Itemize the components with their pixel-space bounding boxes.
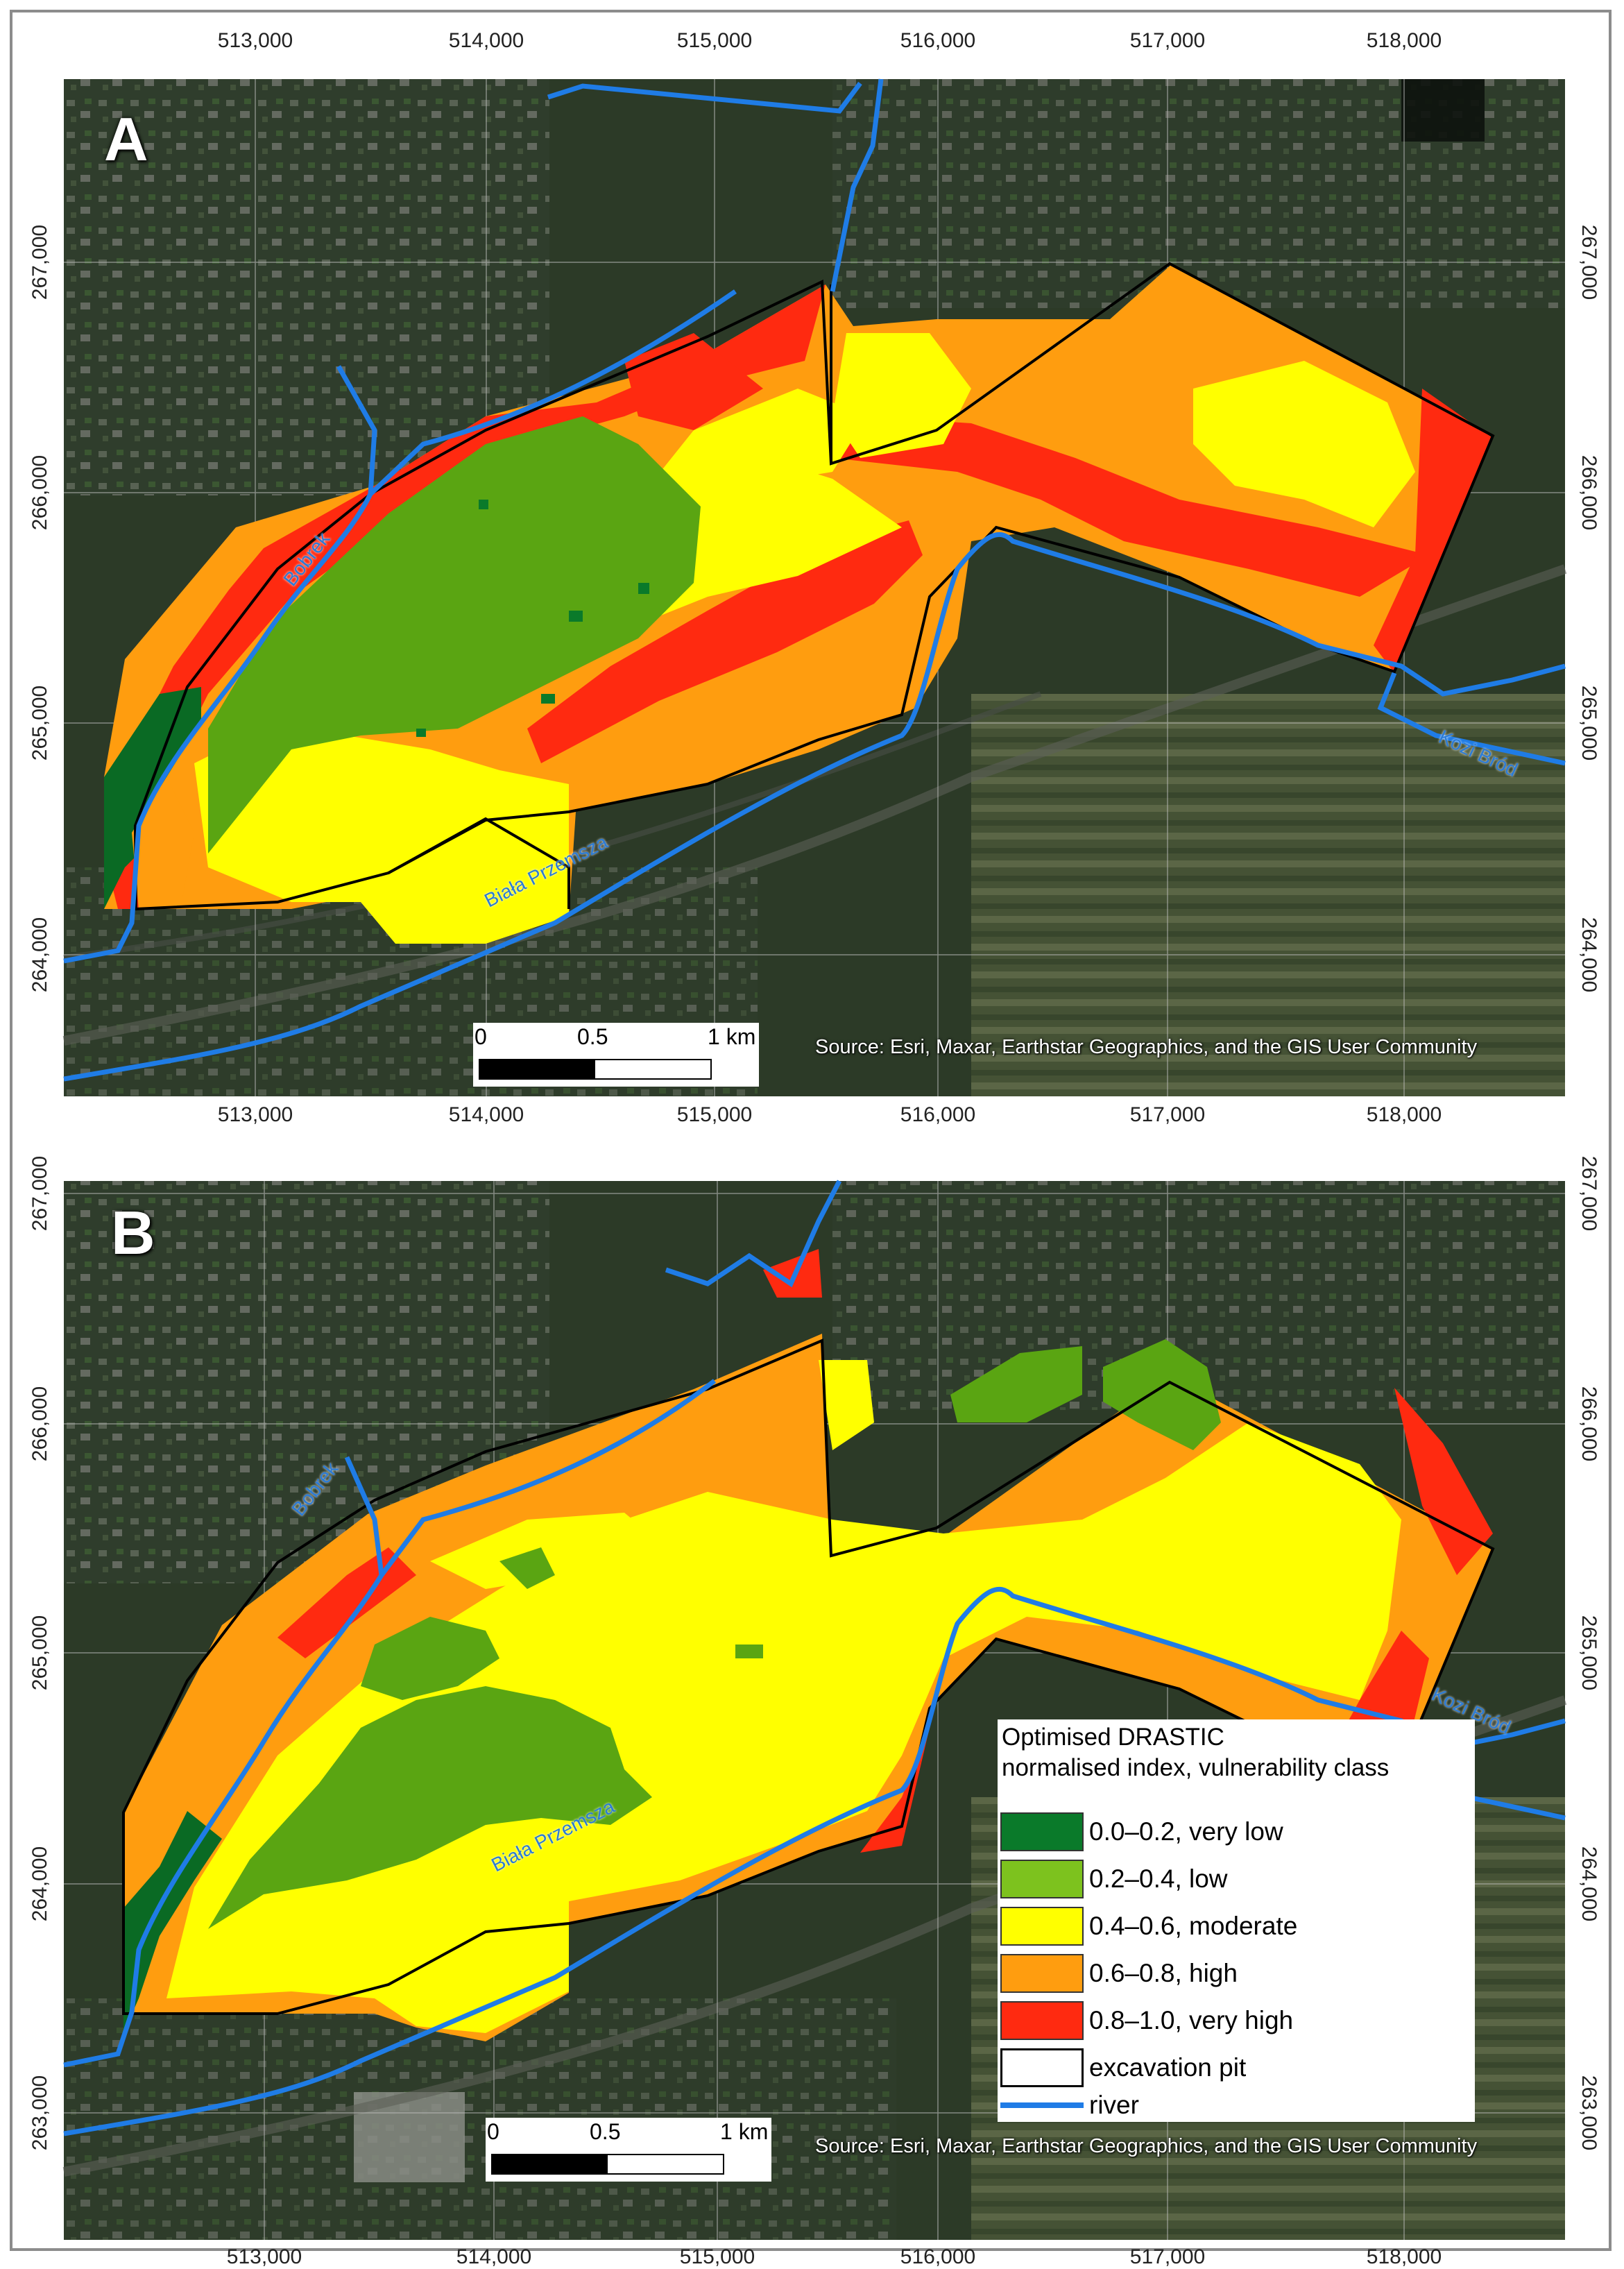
scale-label: 0 xyxy=(475,1024,487,1049)
legend-swatch-pit xyxy=(1000,2048,1084,2087)
x-tick-label: 518,000 xyxy=(1366,29,1442,52)
y-tick-label: 267,000 xyxy=(28,224,51,300)
basemap-attribution: Source: Esri, Maxar, Earthstar Geographi… xyxy=(815,2135,1478,2157)
scale-label: 0.5 xyxy=(590,2119,621,2144)
x-tick-label: 513,000 xyxy=(226,2245,302,2268)
y-tick-label: 264,000 xyxy=(28,917,51,993)
y-tick-label: 264,000 xyxy=(28,1846,51,1922)
legend-label: 0.4–0.6, moderate xyxy=(1089,1912,1298,1940)
y-tick-label: 265,000 xyxy=(28,685,51,761)
scale-segment xyxy=(594,1059,712,1080)
legend-title-line: normalised index, vulnerability class xyxy=(1002,1754,1390,1781)
scale-segment xyxy=(479,1059,595,1080)
y-tick-label: 266,000 xyxy=(28,1386,51,1462)
scale-segment xyxy=(606,2154,724,2175)
legend-swatch xyxy=(1000,1907,1084,1946)
y-tick-label: 265,000 xyxy=(1578,685,1600,761)
x-tick-label: 516,000 xyxy=(900,29,976,52)
legend-title-line: Optimised DRASTIC xyxy=(1002,1724,1224,1751)
legend-label: 0.0–0.2, very low xyxy=(1089,1817,1283,1846)
x-tick-label: 514,000 xyxy=(456,2245,532,2268)
map-panel-a: 513,000 514,000 515,000 516,000 517,000 … xyxy=(0,0,1624,1131)
legend-item: 0.4–0.6, moderate xyxy=(1000,1905,1297,1947)
legend-label: 0.6–0.8, high xyxy=(1089,1959,1238,1987)
y-tick-label: 266,000 xyxy=(1578,454,1600,531)
map-a-canvas xyxy=(62,78,1567,1096)
y-tick-label: 267,000 xyxy=(1578,1155,1600,1232)
scale-segment xyxy=(491,2154,608,2175)
legend-label: excavation pit xyxy=(1089,2053,1247,2082)
legend-swatch xyxy=(1000,1860,1084,1898)
vulnerability-raster-a xyxy=(104,264,1491,944)
scale-label: 0.5 xyxy=(577,1024,608,1049)
x-tick-label: 517,000 xyxy=(1129,29,1206,52)
basemap-attribution: Source: Esri, Maxar, Earthstar Geographi… xyxy=(815,1036,1478,1058)
legend-swatch xyxy=(1000,1812,1084,1851)
y-tick-label: 265,000 xyxy=(28,1615,51,1691)
y-tick-label: 264,000 xyxy=(1578,1846,1600,1922)
y-tick-label: 263,000 xyxy=(28,2075,51,2151)
x-tick-label: 515,000 xyxy=(676,29,753,52)
legend-river-line xyxy=(1000,2102,1084,2108)
legend-item: excavation pit xyxy=(1000,2047,1246,2089)
x-tick-label: 516,000 xyxy=(900,1103,976,1126)
x-tick-label: 518,000 xyxy=(1366,2245,1442,2268)
scale-label: 1 km xyxy=(708,1024,756,1049)
y-tick-label: 266,000 xyxy=(1578,1386,1600,1462)
legend-label: 0.2–0.4, low xyxy=(1089,1864,1228,1893)
rivers-b xyxy=(63,1180,1566,2136)
legend-swatch xyxy=(1000,1954,1084,1993)
x-tick-label: 516,000 xyxy=(900,2245,976,2268)
y-tick-label: 266,000 xyxy=(28,454,51,531)
y-tick-label: 267,000 xyxy=(1578,224,1600,300)
legend-label: river xyxy=(1089,2091,1139,2119)
legend-swatch xyxy=(1000,2001,1084,2040)
scale-bar: 0 0.5 1 km xyxy=(486,2118,771,2182)
y-tick-label: 265,000 xyxy=(1578,1615,1600,1691)
rivers-a xyxy=(63,78,1566,1082)
x-tick-label: 515,000 xyxy=(676,1103,753,1126)
panel-letter: B xyxy=(111,1198,155,1267)
y-tick-label: 264,000 xyxy=(1578,917,1600,993)
scale-label: 0 xyxy=(487,2119,499,2144)
x-tick-label: 513,000 xyxy=(217,1103,293,1126)
x-tick-label: 514,000 xyxy=(448,1103,524,1126)
x-tick-label: 514,000 xyxy=(448,29,524,52)
legend-label: 0.8–1.0, very high xyxy=(1089,2006,1294,2034)
x-tick-label: 518,000 xyxy=(1366,1103,1442,1126)
vulnerability-raster-b xyxy=(123,1249,1493,2041)
legend: Optimised DRASTIC normalised index, vuln… xyxy=(998,1719,1475,2122)
x-tick-label: 515,000 xyxy=(679,2245,755,2268)
scale-label: 1 km xyxy=(720,2119,769,2144)
legend-item: 0.6–0.8, high xyxy=(1000,1953,1238,1994)
legend-item: river xyxy=(1000,2084,1139,2126)
x-tick-label: 513,000 xyxy=(217,29,293,52)
legend-title: Optimised DRASTIC normalised index, vuln… xyxy=(998,1719,1475,1783)
y-tick-label: 263,000 xyxy=(1578,2075,1600,2151)
legend-item: 0.2–0.4, low xyxy=(1000,1858,1228,1900)
y-tick-label: 267,000 xyxy=(28,1155,51,1232)
legend-item: 0.0–0.2, very low xyxy=(1000,1811,1283,1853)
x-tick-label: 517,000 xyxy=(1129,2245,1206,2268)
panel-letter: A xyxy=(104,105,148,173)
x-tick-label: 517,000 xyxy=(1129,1103,1206,1126)
scale-bar: 0 0.5 1 km xyxy=(473,1023,759,1087)
legend-item: 0.8–1.0, very high xyxy=(1000,2000,1293,2041)
